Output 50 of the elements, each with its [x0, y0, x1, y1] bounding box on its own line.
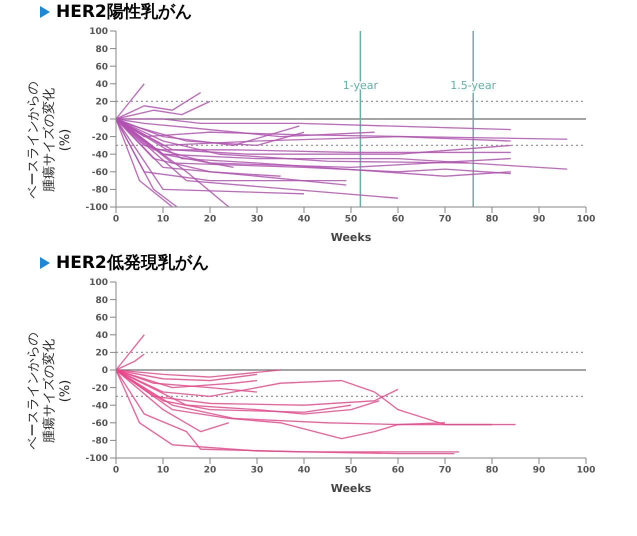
y-tick-label: -40 [92, 401, 108, 412]
y-tick-label: 100 [89, 27, 108, 38]
x-tick-label: 70 [438, 214, 452, 224]
x-axis-title: Weeks [330, 231, 372, 244]
y-tick-label: 0 [102, 366, 108, 376]
x-tick-label: 60 [392, 465, 404, 476]
y-tick-label: 0 [102, 115, 108, 126]
y-tick-label: 40 [95, 80, 108, 90]
y-tick-label: -100 [85, 454, 108, 464]
y-tick-label: 20 [95, 98, 108, 108]
x-tick-label: 90 [532, 214, 546, 224]
chart-title: HER2低発現乳がん [55, 252, 210, 274]
y-tick-label: -60 [92, 168, 108, 178]
y-tick-label: 100 [89, 278, 108, 288]
x-tick-label: 10 [156, 465, 170, 476]
x-tick-label: 30 [250, 465, 264, 476]
x-tick-label: 60 [392, 214, 404, 224]
y-tick-label: -80 [92, 186, 108, 196]
x-tick-label: 0 [112, 214, 120, 224]
x-tick-label: 50 [344, 465, 358, 476]
x-tick-label: 0 [112, 465, 120, 476]
x-tick-label: 90 [532, 465, 546, 476]
x-tick-label: 40 [298, 214, 310, 224]
y-axis-title: ベースラインからの腫瘍サイズの変化(%) [26, 332, 73, 452]
x-tick-label: 100 [576, 465, 596, 476]
y-tick-label: 20 [95, 348, 108, 359]
y-tick-label: 80 [95, 44, 108, 55]
x-tick-label: 80 [486, 465, 498, 476]
chart-title: HER2陽性乳がん [55, 1, 193, 23]
y-tick-label: -20 [92, 384, 108, 394]
y-tick-label: -60 [92, 418, 108, 429]
x-tick-label: 40 [298, 465, 310, 476]
y-tick-label: 40 [95, 330, 108, 341]
y-tick-label: -100 [85, 203, 108, 214]
y-axis-title: ベースラインからの腫瘍サイズの変化(%) [26, 80, 73, 200]
x-tick-label: 20 [204, 465, 216, 476]
x-tick-label: 10 [156, 214, 170, 224]
y-tick-label: 60 [95, 313, 108, 324]
y-tick-label: -40 [92, 150, 108, 160]
x-tick-label: 100 [576, 214, 596, 224]
x-tick-label: 50 [344, 214, 358, 224]
x-tick-label: 70 [438, 465, 452, 476]
y-tick-label: 80 [95, 296, 108, 306]
x-tick-label: 20 [204, 214, 216, 224]
x-axis-title: Weeks [330, 482, 372, 495]
x-tick-label: 80 [486, 214, 498, 224]
x-tick-label: 30 [250, 214, 264, 224]
y-tick-label: -80 [92, 436, 108, 447]
y-tick-label: 60 [95, 62, 108, 72]
y-tick-label: -20 [92, 132, 108, 143]
